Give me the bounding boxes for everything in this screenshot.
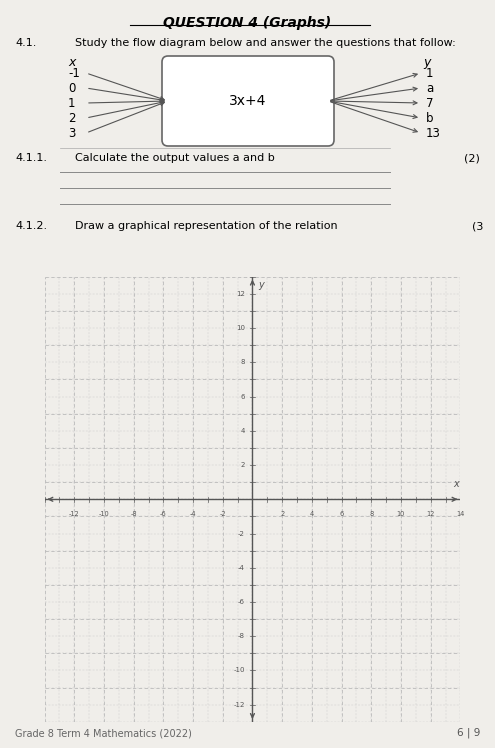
Text: x: x (453, 479, 459, 489)
Text: -6: -6 (238, 599, 245, 605)
Text: b: b (426, 111, 434, 124)
Text: 3: 3 (68, 126, 75, 139)
Text: 4.1.1.: 4.1.1. (15, 153, 47, 163)
Text: 1: 1 (68, 96, 76, 109)
Text: -10: -10 (99, 512, 109, 518)
Text: 4: 4 (241, 428, 245, 434)
Text: Calculate the output values a and b: Calculate the output values a and b (75, 153, 275, 163)
Text: -12: -12 (69, 512, 80, 518)
Text: 8: 8 (241, 359, 245, 365)
Text: 6 | 9: 6 | 9 (456, 728, 480, 738)
Text: 6: 6 (241, 393, 245, 399)
Text: x: x (68, 56, 75, 69)
Text: Study the flow diagram below and answer the questions that follow:: Study the flow diagram below and answer … (75, 38, 456, 48)
Text: 6: 6 (340, 512, 344, 518)
Text: 4.1.2.: 4.1.2. (15, 221, 47, 231)
Text: 12: 12 (427, 512, 435, 518)
Text: -2: -2 (219, 512, 226, 518)
Text: -8: -8 (130, 512, 137, 518)
Text: Grade 8 Term 4 Mathematics (2022): Grade 8 Term 4 Mathematics (2022) (15, 728, 192, 738)
Text: 2: 2 (68, 111, 76, 124)
Text: 1: 1 (426, 67, 434, 79)
Text: QUESTION 4 (Graphs): QUESTION 4 (Graphs) (163, 16, 331, 30)
Text: (2): (2) (464, 153, 480, 163)
Text: y: y (258, 280, 264, 290)
Text: 4: 4 (310, 512, 314, 518)
Text: -4: -4 (190, 512, 197, 518)
Text: a: a (426, 82, 433, 94)
Text: -8: -8 (238, 634, 245, 640)
Text: 10: 10 (236, 325, 245, 331)
Text: 0: 0 (68, 82, 75, 94)
Text: -2: -2 (238, 530, 245, 536)
Text: 2: 2 (241, 462, 245, 468)
Text: 4.1.: 4.1. (15, 38, 36, 48)
Text: -6: -6 (160, 512, 167, 518)
Text: 10: 10 (397, 512, 405, 518)
Text: 7: 7 (426, 96, 434, 109)
Text: -1: -1 (68, 67, 80, 79)
Text: 12: 12 (236, 291, 245, 297)
Text: y: y (423, 56, 430, 69)
Text: 2: 2 (280, 512, 284, 518)
Text: -4: -4 (238, 565, 245, 571)
Text: 3x+4: 3x+4 (229, 94, 267, 108)
Text: -12: -12 (234, 702, 245, 708)
Text: Draw a graphical representation of the relation: Draw a graphical representation of the r… (75, 221, 338, 231)
Text: (3: (3 (472, 221, 483, 231)
Text: -10: -10 (234, 667, 245, 673)
Text: 13: 13 (426, 126, 441, 139)
Text: 8: 8 (369, 512, 373, 518)
FancyBboxPatch shape (162, 56, 334, 146)
Text: 14: 14 (456, 512, 464, 518)
